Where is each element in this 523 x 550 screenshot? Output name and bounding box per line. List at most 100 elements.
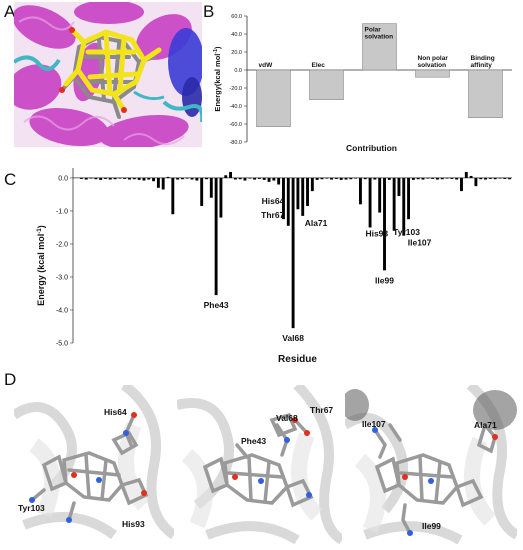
residue-bar: [397, 177, 401, 197]
residue-bar: [200, 177, 204, 206]
category-label-3: solvation: [418, 62, 447, 69]
y-tick-label: -60.0: [229, 122, 242, 128]
residue-annotation: Ala71: [305, 218, 328, 228]
residue-bar: [113, 177, 117, 180]
residue-bar: [248, 177, 252, 179]
residue-bar: [152, 177, 156, 182]
residue-annotation: His64: [262, 196, 285, 206]
residue-bar: [416, 177, 420, 180]
residue-bar: [282, 177, 285, 220]
residue-bar: [411, 177, 415, 180]
residue-bar: [508, 177, 512, 180]
residue-bar: [195, 177, 199, 181]
residue-annotation: Phe43: [204, 300, 229, 310]
category-label-4: Binding: [471, 55, 495, 62]
residue-annotation: Thr67: [261, 210, 284, 220]
residue-bar: [363, 177, 367, 180]
residue-bar: [310, 177, 314, 192]
residue-bar: [262, 177, 266, 180]
y-tick-label: -20.0: [229, 86, 242, 92]
residue-bar: [171, 177, 175, 215]
residue-bar: [460, 177, 463, 192]
residue-bar: [469, 175, 473, 178]
residue-bar: [94, 177, 98, 180]
residue-bar: [205, 177, 208, 180]
y-tick-label: -2.0: [56, 241, 68, 248]
residue-bar: [498, 177, 502, 179]
bar-4: [468, 69, 503, 119]
label-thr67: Thr67: [310, 405, 334, 415]
label-ile99: Ile99: [422, 521, 441, 531]
residue-bar: [224, 175, 228, 178]
residue-bar: [176, 177, 180, 180]
label-ile107: Ile107: [362, 419, 386, 429]
residue-bar: [474, 177, 478, 187]
residue-bar: [503, 177, 507, 179]
residue-bar: [132, 177, 136, 180]
category-label-2: Polar: [365, 27, 382, 34]
residue-bar: [325, 177, 329, 179]
y-tick-label: 60.0: [231, 14, 242, 20]
residue-bar: [450, 177, 454, 179]
bar-1: [309, 69, 344, 101]
residue-bar: [99, 177, 103, 180]
residue-bar: [455, 177, 459, 180]
y-tick-label: -1.0: [56, 208, 68, 215]
residue-bar: [344, 177, 348, 180]
residue-bar: [137, 177, 141, 180]
residue-bar: [368, 177, 372, 228]
residue-bar: [479, 177, 483, 180]
panel-letter-c: C: [4, 170, 17, 189]
residue-bar: [407, 177, 411, 220]
residue-bar: [253, 177, 257, 180]
y-tick-label: -3.0: [56, 274, 68, 281]
residue-bar: [104, 177, 107, 179]
residue-bar: [233, 177, 237, 180]
bar-0: [256, 69, 291, 128]
residue-bar: [392, 177, 396, 231]
y-tick-label: -80.0: [229, 140, 242, 146]
y-tick-label: 0.0: [58, 175, 68, 182]
residue-annotation: His93: [365, 229, 388, 239]
residue-bar: [277, 177, 281, 185]
residue-bar: [378, 177, 382, 213]
residue-bar: [421, 177, 425, 180]
residue-bar: [334, 177, 338, 179]
residue-bar: [142, 177, 146, 181]
residue-bar: [484, 177, 487, 180]
binding-site-render-2: [177, 385, 342, 545]
residue-bar: [238, 177, 242, 180]
panel-a-structure-render: [14, 2, 202, 147]
residue-bar: [402, 177, 406, 236]
y-tick-label: -4.0: [56, 307, 68, 314]
y-axis-label: Energy (kcal mol-1): [36, 225, 47, 306]
binding-site-render-1: [14, 385, 174, 540]
residue-bar: [349, 177, 353, 180]
y-tick-label: -5.0: [56, 341, 68, 348]
residue-bar: [387, 177, 391, 180]
panel-letter-a: A: [4, 2, 16, 21]
residue-bar: [243, 177, 247, 181]
category-label-3: Non polar: [418, 55, 449, 62]
residue-bar: [330, 177, 334, 180]
y-tick-label: 40.0: [231, 32, 242, 38]
residue-bar: [166, 176, 170, 178]
residue-bar: [286, 177, 290, 226]
residue-bar: [354, 177, 358, 179]
residue-bar: [440, 177, 444, 180]
residue-bar: [373, 177, 377, 180]
y-axis-label: Energy(kcal mol-1): [213, 46, 222, 112]
residue-bar: [79, 177, 83, 179]
label-ala71: Ala71: [474, 420, 497, 430]
y-tick-label: -40.0: [229, 104, 242, 110]
residue-bar: [84, 177, 88, 180]
residue-bar: [190, 177, 194, 180]
residue-bar: [123, 177, 127, 179]
residue-bar: [89, 177, 93, 179]
residue-annotation: Ile107: [408, 238, 432, 248]
residue-bar: [359, 177, 362, 205]
x-axis-label: Residue: [278, 354, 317, 365]
residue-bar: [493, 177, 497, 180]
residue-bar: [435, 177, 439, 180]
binding-site-render-3: [345, 385, 517, 545]
